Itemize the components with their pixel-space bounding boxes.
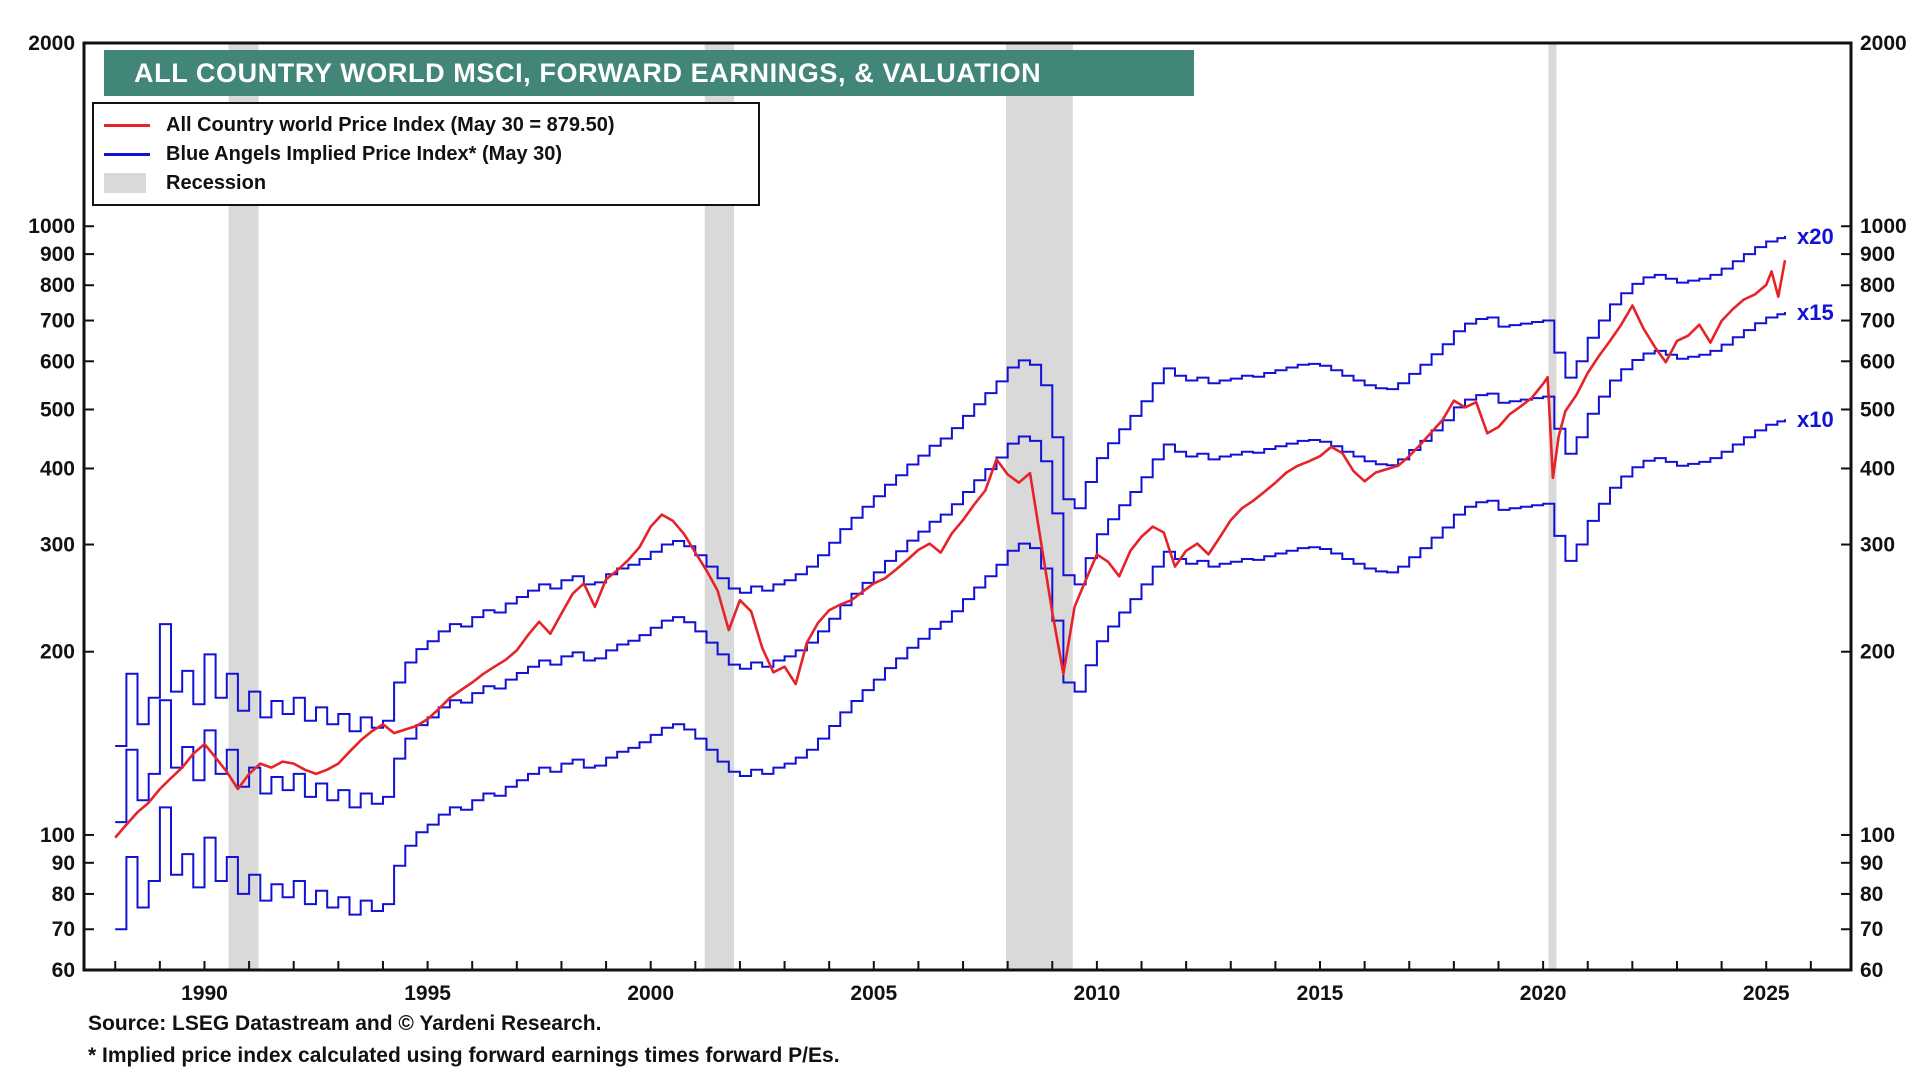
source-credit: Source: LSEG Datastream and © Yardeni Re… [88, 1012, 602, 1035]
legend-item-price-index: All Country world Price Index (May 30 = … [104, 111, 748, 139]
blue-angels-line-x15 [115, 312, 1786, 824]
multiple-label-x20: x20 [1797, 224, 1834, 249]
recession-swatch [104, 173, 146, 193]
legend-label-blue-angels: Blue Angels Implied Price Index* (May 30… [166, 142, 563, 165]
x-axis-label: 2015 [1297, 982, 1344, 1005]
recession-swatch-wrap [104, 173, 152, 193]
y-axis-label-left: 2000 [28, 32, 75, 55]
y-axis-label-left: 90 [52, 852, 75, 875]
y-axis-label-right: 600 [1860, 350, 1895, 373]
y-axis-label-right: 2000 [1860, 32, 1907, 55]
y-axis-label-right: 500 [1860, 398, 1895, 421]
x-axis-label: 2000 [627, 982, 674, 1005]
y-axis-label-left: 500 [40, 398, 75, 421]
title-banner: ALL COUNTRY WORLD MSCI, FORWARD EARNINGS… [104, 50, 1194, 96]
legend-label-price-index: All Country world Price Index (May 30 = … [166, 113, 615, 136]
x-axis-label: 2020 [1520, 982, 1567, 1005]
plot-frame [82, 41, 1853, 972]
legend-label-recession: Recession [166, 171, 267, 194]
y-axis-label-right: 100 [1860, 824, 1895, 847]
price-index-line [114, 259, 1787, 839]
y-axis-label-right: 700 [1860, 310, 1895, 333]
y-axis-label-left: 700 [40, 310, 75, 333]
x-axis-label: 2005 [850, 982, 897, 1005]
x-axis-label: 2010 [1074, 982, 1121, 1005]
y-axis-label-right: 900 [1860, 243, 1895, 266]
y-axis-label-left: 100 [40, 824, 75, 847]
y-axis-label-right: 80 [1860, 883, 1883, 906]
y-axis-label-left: 400 [40, 457, 75, 480]
legend: All Country world Price Index (May 30 = … [92, 102, 760, 206]
legend-item-recession: Recession [104, 169, 748, 197]
y-axis-label-left: 70 [52, 918, 75, 941]
y-axis-label-left: 1000 [28, 215, 75, 238]
y-axis-label-left: 600 [40, 350, 75, 373]
x-axis-label: 1995 [404, 982, 451, 1005]
legend-item-blue-angels: Blue Angels Implied Price Index* (May 30… [104, 140, 748, 168]
x-axis-label: 2025 [1743, 982, 1790, 1005]
y-axis-label-right: 1000 [1860, 215, 1907, 238]
y-axis-label-left: 300 [40, 534, 75, 557]
multiple-label-x15: x15 [1797, 300, 1834, 325]
blue-angels-line-x20 [115, 235, 1786, 747]
y-axis-label-left: 800 [40, 274, 75, 297]
y-axis-label-left: 200 [40, 641, 75, 664]
y-axis-label-right: 60 [1860, 959, 1883, 982]
recession-band [1548, 43, 1557, 970]
recession-band [1005, 43, 1073, 970]
chart-title: ALL COUNTRY WORLD MSCI, FORWARD EARNINGS… [134, 57, 1042, 88]
y-axis-label-right: 70 [1860, 918, 1883, 941]
y-axis-label-right: 300 [1860, 534, 1895, 557]
blue-angels-swatch [104, 152, 150, 156]
y-axis-label-left: 900 [40, 243, 75, 266]
blue-angels-line-x10 [115, 419, 1786, 931]
y-axis-label-right: 800 [1860, 274, 1895, 297]
x-axis-label: 1990 [181, 982, 228, 1005]
y-axis-label-right: 90 [1860, 852, 1883, 875]
y-axis-label-right: 400 [1860, 457, 1895, 480]
price-line-swatch [104, 123, 150, 127]
y-axis-label-left: 60 [52, 959, 75, 982]
footnote: * Implied price index calculated using f… [88, 1044, 840, 1067]
multiple-label-x10: x10 [1797, 407, 1834, 432]
y-axis-label-right: 200 [1860, 641, 1895, 664]
blue-angels-swatch-wrap [104, 152, 152, 156]
y-axis-label-left: 80 [52, 883, 75, 906]
price-line-swatch-wrap [104, 123, 152, 127]
